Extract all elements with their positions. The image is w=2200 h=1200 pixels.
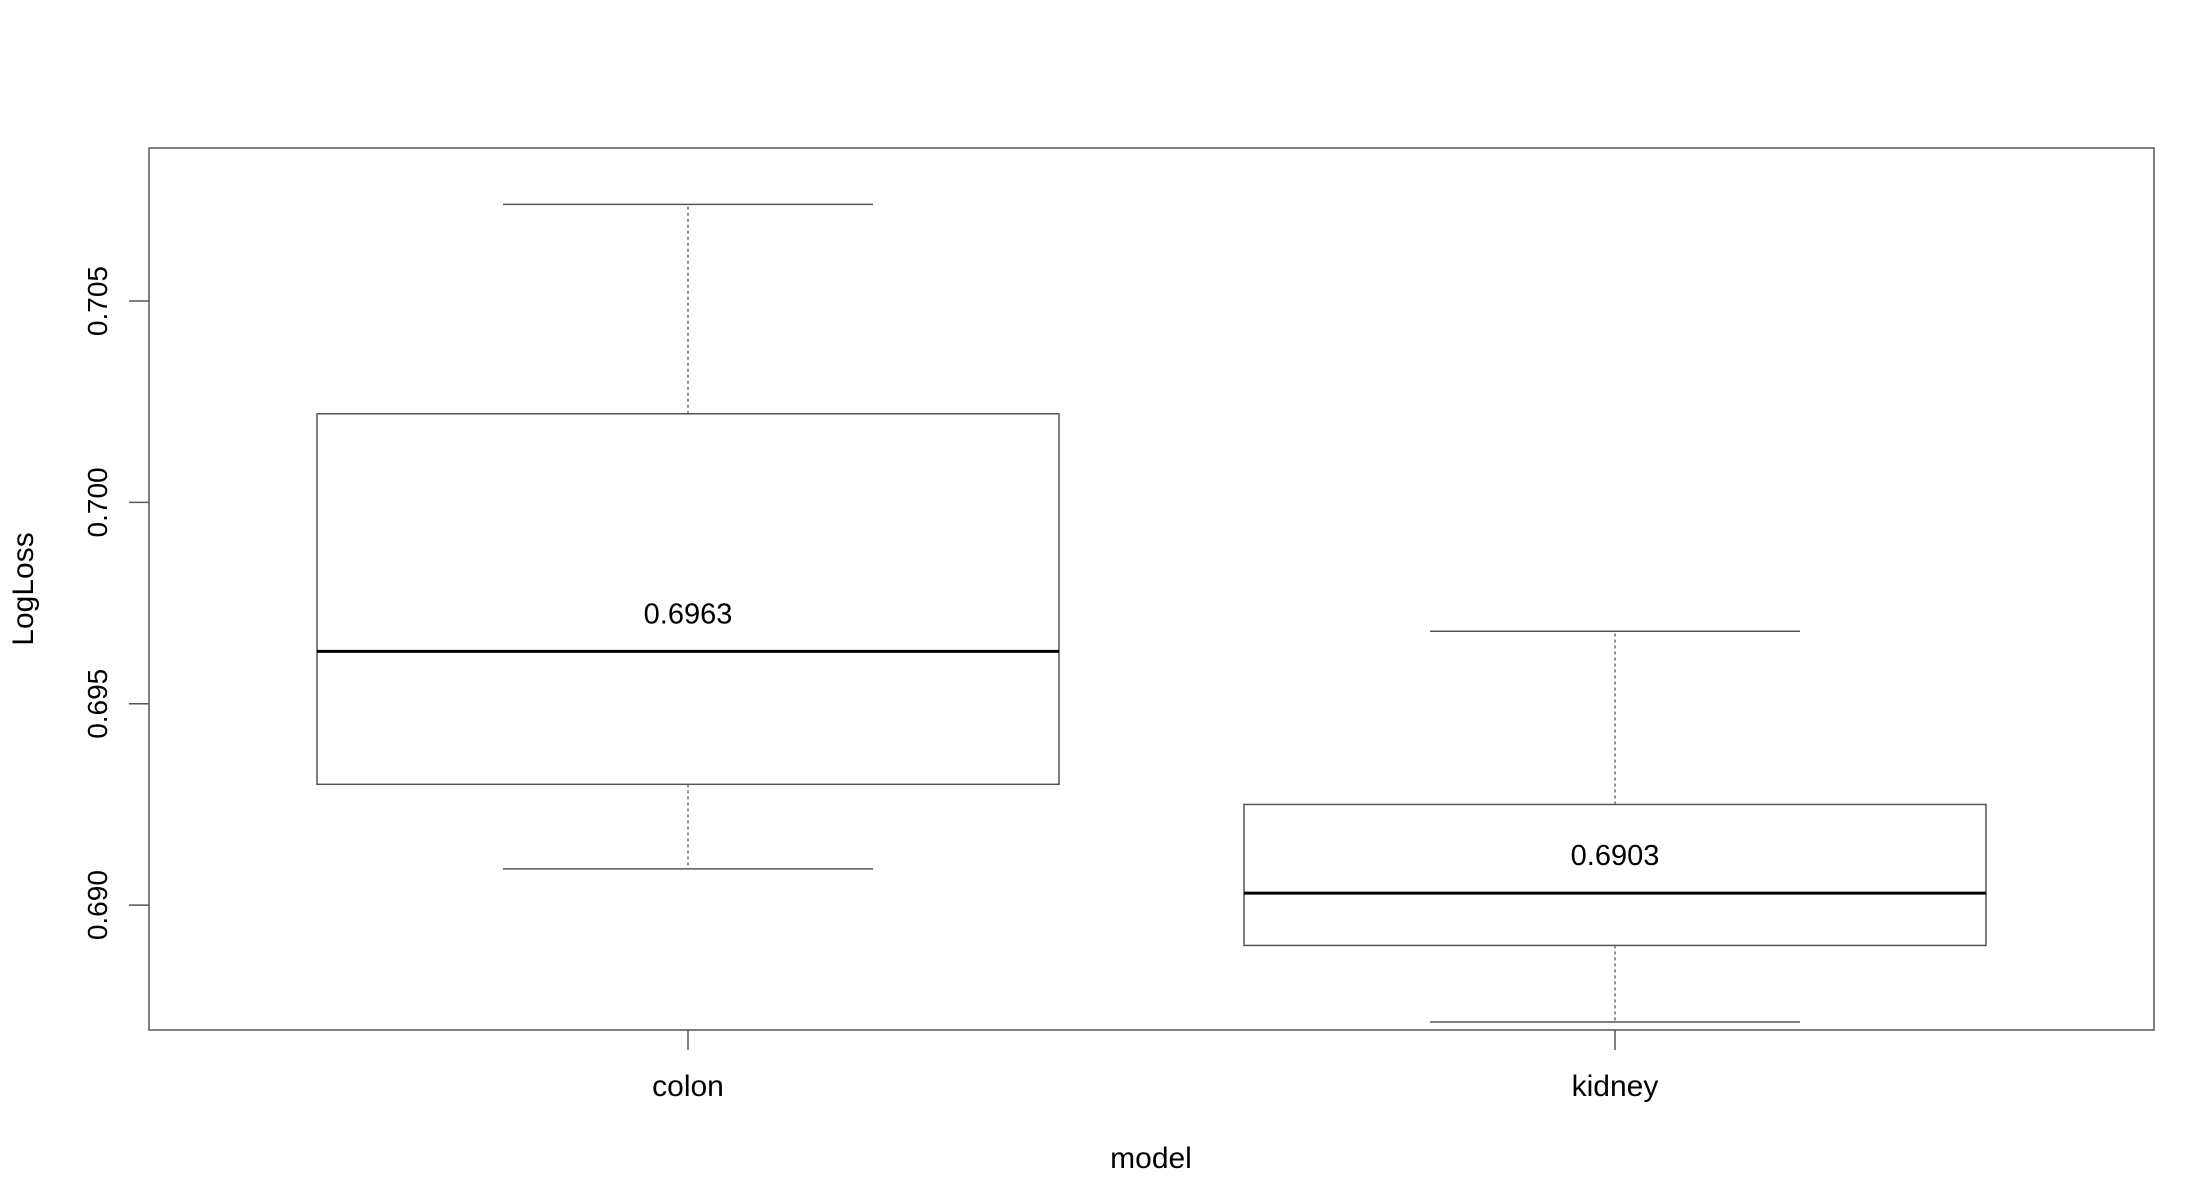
y-tick-label: 0.690: [82, 870, 113, 940]
y-tick-label: 0.695: [82, 669, 113, 739]
x-tick-label: colon: [652, 1070, 724, 1103]
plot-frame: [148, 147, 2155, 1031]
box-kidney: 0.6903: [1243, 630, 1987, 1023]
x-tick-label: kidney: [1572, 1070, 1659, 1103]
boxes-layer: 0.6963 0.6903: [316, 203, 1987, 1023]
box-iqr: [1243, 803, 1987, 947]
median-label: 0.6963: [644, 598, 733, 630]
y-tick-label: 0.700: [82, 467, 113, 537]
y-tick-label: 0.705: [82, 266, 113, 336]
y-axis: 0.690 0.695 0.700 0.705: [82, 266, 149, 940]
median-label: 0.6903: [1571, 840, 1660, 872]
box-iqr: [316, 413, 1060, 786]
x-axis: colon kidney: [652, 1030, 1658, 1103]
box-colon: 0.6963: [316, 203, 1060, 870]
y-axis-label: LogLoss: [7, 532, 40, 645]
x-axis-label: model: [1110, 1142, 1192, 1175]
